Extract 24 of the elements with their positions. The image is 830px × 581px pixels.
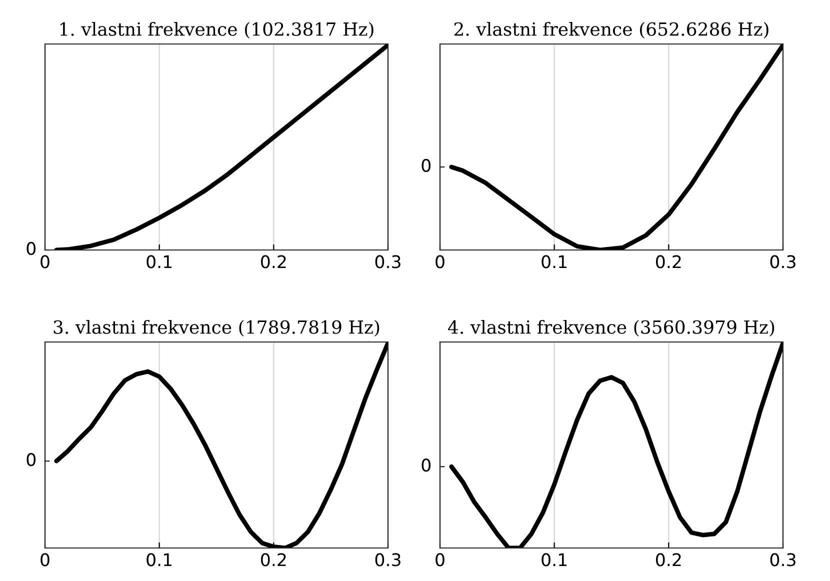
chart-title: 4. vlastni frekvence (3560.3979 Hz) [448, 320, 774, 336]
text: 0 [26, 242, 36, 256]
text: 0 [422, 158, 431, 172]
x-tick-label: 0.3 [770, 553, 796, 566]
x-tick-label: 0.2 [261, 255, 286, 268]
x-tick-label: 0 [436, 255, 444, 268]
x-tick-label: 0.2 [656, 553, 681, 566]
x-tick-label: 0 [40, 553, 50, 566]
text: 0 [26, 452, 36, 466]
x-tick-label: 0.2 [656, 255, 681, 268]
x-tick-label: 0.3 [375, 255, 400, 268]
x-tick-label: 0.3 [375, 553, 400, 566]
x-tick-label: 0.1 [146, 553, 172, 566]
x-tick-label: 0 [436, 553, 444, 566]
x-tick-label: 0.2 [261, 553, 286, 566]
chart-title: 3. vlastni frekvence (1789.7819 Hz) [54, 320, 380, 336]
text: 0 [422, 458, 431, 472]
x-tick-label: 0.3 [770, 255, 796, 268]
x-tick-label: 0.1 [542, 553, 567, 566]
chart-title: 1. vlastni frekvence (102.3817 Hz) [60, 22, 374, 38]
x-tick-label: 0.1 [146, 255, 172, 268]
x-tick-label: 0.1 [542, 255, 567, 268]
x-tick-label: 0 [40, 255, 50, 268]
chart-title: 2. vlastni frekvence (652.6286 Hz) [454, 22, 768, 38]
